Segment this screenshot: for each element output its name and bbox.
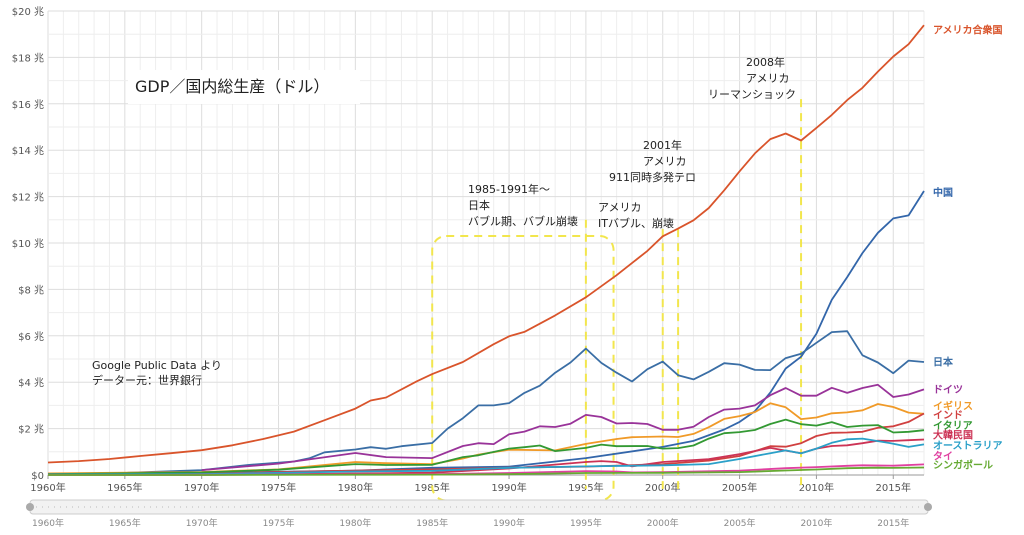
- title-backdrop: [128, 70, 360, 104]
- x-tick-label: 1990年: [491, 481, 526, 494]
- slider-tick-label: 1985年: [416, 517, 448, 529]
- legend-label: シンガポール: [933, 459, 993, 472]
- slider-tick-label: 2000年: [647, 517, 679, 529]
- annotation-line: バブル期、バブル崩壊: [468, 214, 578, 228]
- y-tick-label: $12 兆: [12, 192, 44, 204]
- annotation-it-bubble: アメリカ ITバブル、崩壊: [598, 201, 674, 230]
- annotation-japan-bubble: 1985-1991年～ 日本 バブル期、バブル崩壊: [468, 182, 578, 228]
- legend-label: インド: [933, 410, 963, 422]
- series-line: [47, 418, 925, 475]
- series-line: [47, 190, 925, 475]
- series-line: [47, 330, 925, 475]
- x-tick-label: 1965年: [107, 481, 142, 494]
- y-tick-label: $4 兆: [18, 377, 44, 389]
- slider-tick-label: 1965年: [109, 517, 141, 529]
- legend-label: 中国: [933, 186, 953, 199]
- x-tick-label: 1960年: [30, 481, 65, 494]
- annotation-line: 2001年: [643, 138, 682, 152]
- y-tick-label: $2 兆: [18, 424, 44, 436]
- series-line: [201, 383, 925, 471]
- legend-label: イタリア: [933, 420, 973, 432]
- slider-tick-label: 1995年: [570, 517, 602, 529]
- y-tick-label: $10 兆: [12, 238, 44, 250]
- series-line: [47, 437, 925, 476]
- series-line: [47, 402, 925, 475]
- legend-label: タイ: [933, 450, 953, 462]
- annotation-line: 1985-1991年～: [468, 182, 550, 196]
- source-line-2: データー元：世界銀行: [92, 373, 202, 387]
- slider-tick-label: 2010年: [800, 517, 832, 529]
- y-axis-ticks: $0 $2 兆 $4 兆 $6 兆 $8 兆 $10 兆 $12 兆 $14 兆 $16 兆 $1…: [12, 6, 44, 482]
- source-line-1: Google Public Data より: [92, 359, 222, 372]
- annotation-911: 2001年 アメリカ 911同時多発テロ: [609, 138, 696, 184]
- series-line: [47, 412, 925, 475]
- legend-label: 大韓民国: [933, 428, 973, 441]
- x-axis-ticks: 1960年 1965年 1970年 1975年 1980年 1985年 1990年 1995年…: [30, 475, 911, 494]
- y-tick-label: $20 兆: [12, 6, 44, 18]
- series-line: [47, 438, 925, 476]
- legend-label: イギリス: [933, 399, 973, 412]
- annotation-line: アメリカ: [598, 201, 641, 214]
- y-tick-label: $0: [31, 471, 44, 482]
- slider-handle-left[interactable]: [26, 503, 34, 511]
- y-tick-label: $14 兆: [12, 145, 44, 157]
- y-tick-label: $16 兆: [12, 99, 44, 111]
- y-tick-label: $8 兆: [18, 284, 44, 296]
- slider-tick-labels: 1960年 1965年 1970年 1975年 1980年 1985年 1990年 1995年…: [32, 517, 909, 529]
- x-tick-label: 1975年: [261, 481, 296, 494]
- y-tick-label: $6 兆: [18, 331, 44, 343]
- x-tick-label: 2015年: [876, 481, 911, 494]
- annotation-line: 日本: [468, 198, 490, 212]
- legend-label: 日本: [933, 355, 954, 368]
- slider-tick-label: 1975年: [263, 517, 295, 529]
- legend-label: アメリカ合衆国: [933, 24, 1003, 37]
- series-lines: [47, 24, 925, 476]
- series-line: [47, 24, 925, 464]
- annotation-line: アメリカ: [643, 155, 686, 168]
- annotation-line: リーマンショック: [708, 88, 796, 101]
- slider-tick-label: 2015年: [877, 517, 909, 529]
- series-line: [48, 466, 925, 476]
- x-tick-label: 2005年: [722, 481, 757, 494]
- slider-tick-label: 1990年: [493, 517, 525, 529]
- annotation-lehman: 2008年 アメリカ リーマンショック: [708, 55, 796, 101]
- annotation-line: アメリカ: [746, 72, 789, 85]
- chart-title: GDP／国内総生産（ドル）: [135, 77, 329, 96]
- time-range-slider[interactable]: 1960年 1965年 1970年 1975年 1980年 1985年 1990年 1995年…: [26, 499, 932, 529]
- x-tick-label: 1970年: [184, 481, 219, 494]
- slider-tick-label: 1970年: [186, 517, 218, 529]
- legend: アメリカ合衆国中国日本ドイツイギリスインドイタリア大韓民国オーストラリアタイシン…: [933, 24, 1003, 472]
- x-tick-label: 2010年: [799, 481, 834, 494]
- slider-tick-label: 1960年: [32, 517, 64, 529]
- annotation-line: ITバブル、崩壊: [598, 216, 674, 230]
- annotation-line: 911同時多発テロ: [609, 170, 696, 184]
- slider-track: [29, 499, 929, 515]
- legend-label: ドイツ: [933, 384, 963, 396]
- slider-tick-label: 2005年: [724, 517, 756, 529]
- slider-tick-label: 1980年: [339, 517, 371, 529]
- y-tick-label: $18 兆: [12, 52, 44, 64]
- annotation-line: 2008年: [746, 55, 785, 69]
- x-tick-label: 1980年: [338, 481, 373, 494]
- legend-label: オーストラリア: [933, 440, 1003, 452]
- slider-handle-right[interactable]: [924, 503, 932, 511]
